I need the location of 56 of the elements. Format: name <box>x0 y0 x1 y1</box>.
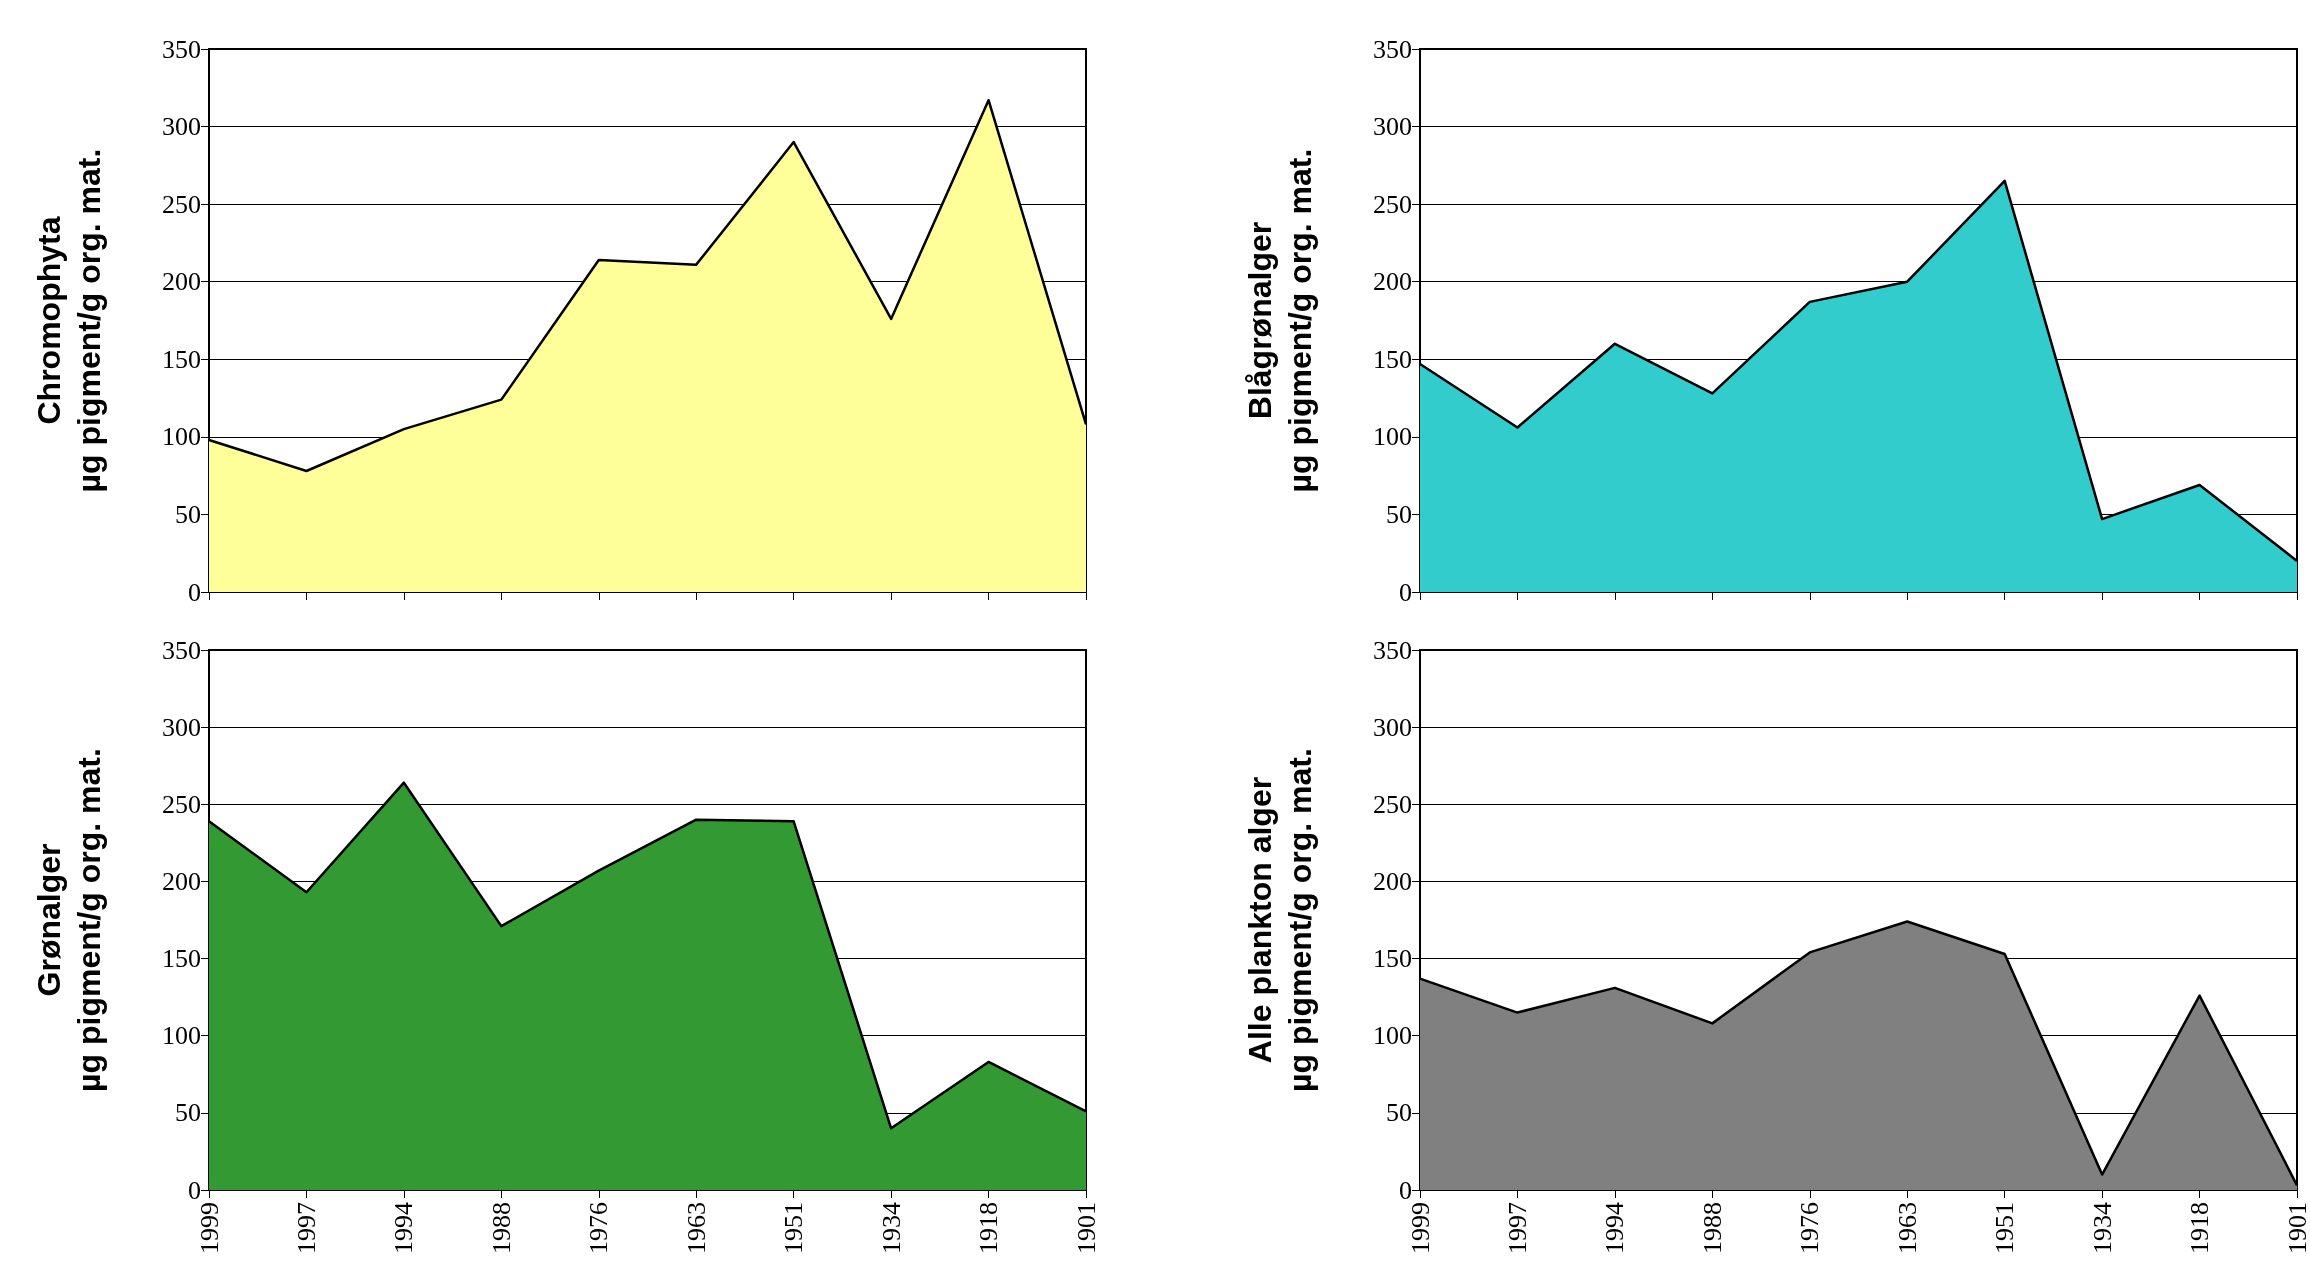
y-axis-title: Alle plankton alger µg pigment/g org. mat. <box>1242 748 1318 1092</box>
y-tick-label: 0 <box>1399 1175 1412 1205</box>
y-axis-title: Blågrønalger µg pigment/g org. mat. <box>1242 148 1318 493</box>
y-tick-label: 100 <box>1373 422 1412 452</box>
y-tick-label: 200 <box>162 267 201 297</box>
y-tick-label: 300 <box>1373 112 1412 142</box>
x-tick-label: 1951 <box>779 1202 809 1254</box>
x-tick-label: 1901 <box>1071 1202 1101 1254</box>
y-tick-label: 0 <box>188 577 201 607</box>
y-tick-label: 0 <box>188 1175 201 1205</box>
x-tick-label: 1951 <box>1990 1202 2020 1254</box>
y-tick-label: 300 <box>162 712 201 742</box>
x-tick-label: 1988 <box>486 1202 516 1254</box>
x-tick-label: 1976 <box>1795 1202 1825 1254</box>
y-tick-label: 150 <box>162 344 201 374</box>
y-tick-label: 150 <box>162 944 201 974</box>
x-tick-label: 1934 <box>876 1202 906 1254</box>
y-tick-label: 0 <box>1399 577 1412 607</box>
x-tick-label: 1901 <box>2282 1202 2310 1254</box>
x-tick-label: 1994 <box>389 1202 419 1254</box>
x-tick-label: 1934 <box>2087 1202 2117 1254</box>
y-tick-label: 350 <box>1373 635 1412 665</box>
x-tick-label: 1918 <box>974 1202 1004 1254</box>
y-tick-label: 350 <box>1373 34 1412 64</box>
y-tick-label: 150 <box>1373 944 1412 974</box>
y-tick-label: 100 <box>162 422 201 452</box>
y-tick-label: 250 <box>162 789 201 819</box>
y-tick-label: 150 <box>1373 344 1412 374</box>
y-tick-label: 250 <box>162 189 201 219</box>
x-tick-label: 1918 <box>2185 1202 2215 1254</box>
y-tick-label: 300 <box>162 112 201 142</box>
x-tick-label: 1997 <box>1502 1202 1532 1254</box>
x-tick-label: 1999 <box>194 1202 224 1254</box>
x-tick-label: 1999 <box>1405 1202 1435 1254</box>
y-tick-label: 250 <box>1373 789 1412 819</box>
y-tick-label: 50 <box>175 499 201 529</box>
y-tick-label: 200 <box>162 866 201 896</box>
y-tick-label: 350 <box>162 635 201 665</box>
y-tick-label: 250 <box>1373 189 1412 219</box>
x-tick-label: 1963 <box>1892 1202 1922 1254</box>
x-tick-label: 1997 <box>291 1202 321 1254</box>
x-tick-label: 1963 <box>681 1202 711 1254</box>
x-tick-label: 1976 <box>584 1202 614 1254</box>
y-tick-label: 300 <box>1373 712 1412 742</box>
y-tick-label: 50 <box>1386 1098 1412 1128</box>
y-tick-label: 50 <box>175 1098 201 1128</box>
y-axis-title: Chromophyta µg pigment/g org. mat. <box>31 148 107 493</box>
y-tick-label: 200 <box>1373 267 1412 297</box>
y-tick-label: 200 <box>1373 866 1412 896</box>
x-tick-label: 1988 <box>1697 1202 1727 1254</box>
x-tick-label: 1994 <box>1600 1202 1630 1254</box>
y-tick-label: 50 <box>1386 499 1412 529</box>
y-tick-label: 100 <box>1373 1021 1412 1051</box>
y-tick-label: 350 <box>162 34 201 64</box>
y-axis-title: Grønalger µg pigment/g org. mat. <box>31 748 107 1092</box>
y-tick-label: 100 <box>162 1021 201 1051</box>
